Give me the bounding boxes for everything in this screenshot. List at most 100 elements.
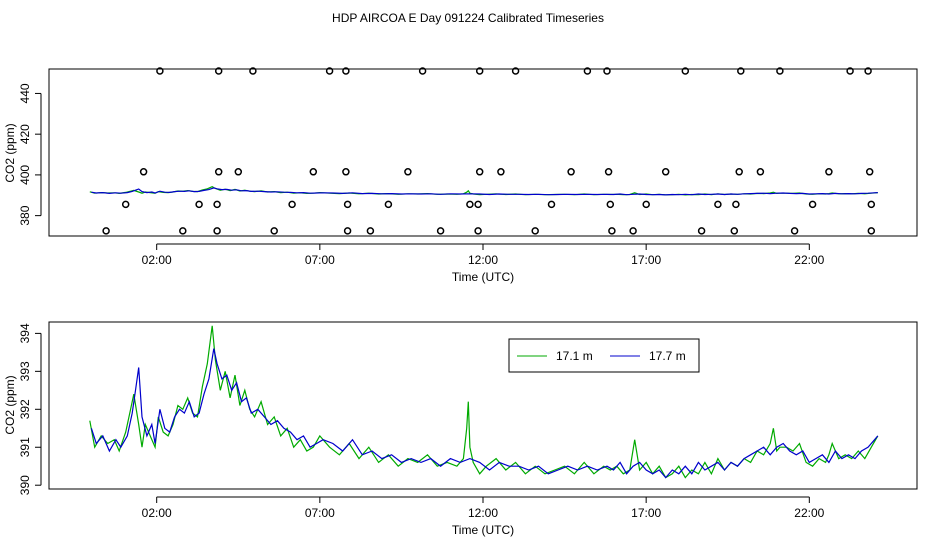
bottom-x-tick-label: 12:00 xyxy=(468,506,498,520)
scatter-point xyxy=(475,67,484,75)
bottom-y-tick-label: 390 xyxy=(18,475,32,495)
scatter-point xyxy=(714,200,722,209)
scatter-point xyxy=(681,67,690,75)
top-scatter-points xyxy=(102,67,876,235)
top-x-tick-label: 12:00 xyxy=(468,253,498,267)
bottom-x-axis-label: Time (UTC) xyxy=(452,523,514,537)
scatter-point xyxy=(214,168,223,176)
scatter-point xyxy=(404,168,412,176)
scatter-point xyxy=(288,200,296,209)
scatter-point xyxy=(249,67,257,75)
scatter-point xyxy=(604,168,613,176)
scatter-point xyxy=(511,67,520,75)
scatter-point xyxy=(756,168,765,176)
scatter-point xyxy=(864,67,872,75)
top-series-line-2 xyxy=(91,187,878,196)
bottom-x-tick-label: 02:00 xyxy=(142,506,172,520)
scatter-point xyxy=(436,227,445,235)
scatter-point xyxy=(867,200,876,209)
scatter-point xyxy=(567,168,575,176)
scatter-point xyxy=(214,67,223,75)
scatter-point xyxy=(661,168,670,176)
scatter-point xyxy=(846,67,854,75)
top-panel: 02:00 07:00 12:00 17:00 22:00 380 400 420 440 T… xyxy=(3,67,918,284)
bottom-y-axis-label: CO2 (ppm) xyxy=(3,375,17,434)
series-line-2 xyxy=(90,348,879,479)
top-x-tick-label: 22:00 xyxy=(794,253,824,267)
scatter-point xyxy=(531,227,539,235)
bottom-y-tick-label: 391 xyxy=(18,437,32,457)
top-y-tick-label: 440 xyxy=(18,83,32,103)
top-y-tick-label: 380 xyxy=(18,205,32,225)
top-y-tick-label: 420 xyxy=(18,124,32,144)
scatter-point xyxy=(234,168,243,176)
scatter-point xyxy=(808,200,817,209)
scatter-point xyxy=(603,67,611,75)
scatter-point xyxy=(475,168,484,176)
scatter-point xyxy=(547,200,556,209)
scatter-point xyxy=(213,200,221,209)
scatter-point xyxy=(629,227,637,235)
scatter-point xyxy=(790,227,799,235)
scatter-point xyxy=(139,168,148,176)
bottom-y-tick-label: 393 xyxy=(18,361,32,381)
scatter-point xyxy=(865,168,874,176)
figure-title: HDP AIRCOA E Day 091224 Calibrated Times… xyxy=(332,11,604,25)
top-y-axis: 380 400 420 440 xyxy=(18,83,42,226)
scatter-point xyxy=(270,227,278,235)
scatter-point xyxy=(366,227,375,235)
bottom-x-tick-label: 22:00 xyxy=(794,506,824,520)
scatter-point xyxy=(102,227,110,235)
bottom-y-tick-label: 392 xyxy=(18,399,32,419)
bottom-y-tick-label: 394 xyxy=(18,323,32,343)
bottom-series-lines xyxy=(89,325,879,479)
bottom-x-tick-label: 07:00 xyxy=(305,506,335,520)
scatter-point xyxy=(583,67,592,75)
scatter-point xyxy=(179,227,187,235)
legend-label-series-1: 17.1 m xyxy=(556,349,593,363)
bottom-y-axis: 390 391 392 393 394 xyxy=(18,323,42,495)
top-plot-frame xyxy=(48,68,918,237)
scatter-point xyxy=(213,227,221,235)
scatter-point xyxy=(732,200,740,209)
scatter-point xyxy=(342,168,350,176)
series-line-1 xyxy=(89,325,879,479)
scatter-point xyxy=(735,168,743,176)
top-y-axis-label: CO2 (ppm) xyxy=(3,123,17,182)
scatter-point xyxy=(697,227,706,235)
scatter-point xyxy=(606,200,615,209)
top-x-tick-label: 17:00 xyxy=(631,253,661,267)
scatter-point xyxy=(466,200,474,209)
bottom-x-tick-label: 17:00 xyxy=(631,506,661,520)
bottom-plot-frame xyxy=(48,321,918,490)
scatter-point xyxy=(608,227,616,235)
scatter-point xyxy=(343,200,352,209)
scatter-point xyxy=(121,200,130,209)
bottom-x-axis: 02:00 07:00 12:00 17:00 22:00 xyxy=(142,496,825,520)
scatter-point xyxy=(730,227,739,235)
scatter-point xyxy=(776,67,784,75)
scatter-point xyxy=(309,168,318,176)
scatter-point xyxy=(325,67,334,75)
scatter-point xyxy=(474,200,482,209)
top-series-lines xyxy=(89,186,878,196)
scatter-point xyxy=(384,200,393,209)
scatter-point xyxy=(474,227,482,235)
scatter-point xyxy=(497,168,505,176)
scatter-point xyxy=(418,67,427,75)
scatter-point xyxy=(642,200,650,209)
scatter-point xyxy=(156,67,164,75)
scatter-point xyxy=(195,200,203,209)
scatter-point xyxy=(342,67,350,75)
top-x-axis-label: Time (UTC) xyxy=(452,270,514,284)
top-x-axis: 02:00 07:00 12:00 17:00 22:00 xyxy=(142,243,825,267)
legend: 17.1 m 17.7 m xyxy=(508,338,700,373)
scatter-point xyxy=(867,227,876,235)
top-x-tick-label: 02:00 xyxy=(142,253,172,267)
bottom-panel: 02:00 07:00 12:00 17:00 22:00 39039139239339… xyxy=(3,321,918,537)
scatter-point xyxy=(737,67,745,75)
scatter-point xyxy=(343,227,352,235)
top-y-tick-label: 400 xyxy=(18,165,32,185)
top-x-tick-label: 07:00 xyxy=(305,253,335,267)
